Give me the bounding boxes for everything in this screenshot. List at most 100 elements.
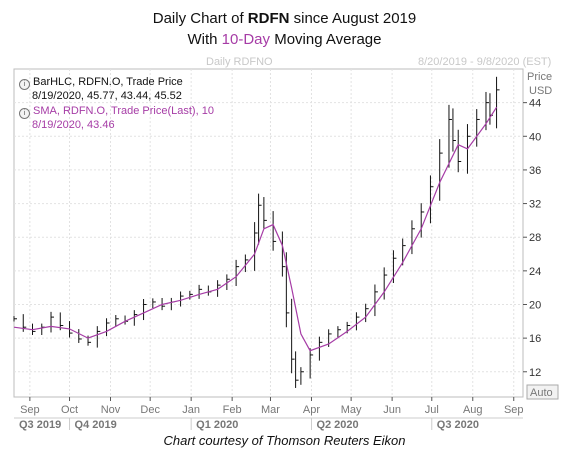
x-month-label: Feb [223,404,242,416]
info-icon: i [19,79,30,90]
price-bar [263,197,267,229]
price-bar [87,335,92,346]
price-bars [13,76,500,388]
y-tick-label: 40 [529,131,541,143]
x-quarter-label: Q2 2020 [316,419,358,431]
x-month-label: Mar [261,404,280,416]
chart-header-left: Daily RDFNO [206,56,273,68]
x-month-label: Jun [383,404,401,416]
x-month-label: Dec [140,404,160,416]
price-bar [41,323,45,335]
price-bar [318,336,323,361]
auto-scale-label: Auto [530,387,553,399]
price-bar [152,298,156,309]
chart-header-right: 8/20/2019 - 9/8/2020 (EST) [418,56,552,68]
x-month-label: Sep [20,404,40,416]
price-bar [133,310,138,326]
price-bar [106,318,110,337]
price-bar [355,312,360,331]
price-bar [226,274,230,291]
price-bar [452,108,456,152]
x-quarter-label: Q3 2020 [437,419,479,431]
chart-title-line2: With 10-Day Moving Average [187,31,382,48]
y-axis-unit: USD [529,85,552,97]
price-bar [189,290,193,300]
price-bar [337,326,341,338]
y-tick-label: 20 [529,299,541,311]
price-bar [309,348,314,379]
x-quarter-label: Q4 2019 [75,419,117,431]
sma-line [13,106,498,352]
x-axis: Sep Oct Nov Dec Jan Feb Mar Apr May Jun Jul Aug Sep Q… [14,397,524,431]
price-bar [300,367,304,385]
legend-bar-label: BarHLC, RDFN.O, Trade Price [33,76,183,88]
y-tick-label: 16 [529,333,541,345]
price-bar [143,299,147,321]
price-bar [235,259,240,287]
x-month-label: Jan [182,404,200,416]
info-icon: i [19,108,30,119]
price-bar [439,139,443,201]
x-month-label: Aug [463,404,483,416]
x-quarter-label: Q3 2019 [19,419,61,431]
legend-sma-label: SMA, RDFN.O, Trade Price(Last), 10 [33,105,214,117]
price-bar [420,203,425,238]
y-axis: 12 16 20 24 28 32 36 40 44 Price USD Auto [523,71,559,400]
price-bar [96,326,101,348]
chart-title-ticker: RDFN [247,10,290,27]
x-month-label: May [341,404,362,416]
auto-scale-button [526,384,559,400]
legend-bar-values: 8/19/2020, 45.77, 43.44, 45.52 [32,90,182,102]
legend-bar: i BarHLC, RDFN.O, Trade Price 8/19/2020, … [19,76,183,103]
price-bar [489,93,493,125]
chart-credit: Chart courtesy of Thomson Reuters Eikon [163,433,406,448]
price-bar [365,303,369,323]
price-bar [392,250,397,284]
y-tick-label: 28 [529,232,541,244]
price-bar [254,222,258,271]
y-axis-label: Price [527,71,552,83]
y-tick-label: 12 [529,367,541,379]
price-bar [217,280,221,297]
y-tick-label: 36 [529,165,541,177]
price-bar [244,254,249,273]
legend-sma-values: 8/19/2020, 43.46 [32,119,115,131]
price-bar [170,297,175,311]
price-bar [78,329,82,343]
price-bar [411,220,415,255]
x-month-label: Sep [504,404,524,416]
price-bar [291,298,295,374]
price-bar [476,109,480,147]
price-bar [198,284,203,299]
price-bar [383,267,388,300]
price-bar [429,175,434,224]
x-month-label: Jul [425,404,439,416]
price-bar [115,315,119,327]
price-bar [50,311,55,333]
legend-sma: i SMA, RDFN.O, Trade Price(Last), 10 8/19… [19,105,214,132]
y-tick-label: 44 [529,98,541,110]
price-bar [448,104,452,168]
y-tick-label: 32 [529,199,541,211]
price-bar [281,231,286,277]
price-bar [457,129,462,173]
price-bar [258,193,262,245]
x-quarter-label: Q1 2020 [196,419,238,431]
x-month-label: Nov [101,404,121,416]
chart-title-line1: Daily Chart of RDFN since August 2019 [152,10,417,27]
chart-grid [13,68,524,398]
x-month-label: Apr [303,404,320,416]
price-bar [272,211,277,251]
plot-frame [13,68,524,398]
x-month-label: Oct [61,404,78,416]
price-bar [485,91,489,131]
price-bar [180,291,184,307]
price-bar [13,316,17,322]
y-tick-label: 24 [529,266,541,278]
price-bar [402,238,406,266]
chart-title-highlight: 10-Day [221,31,271,48]
price-bar [295,351,299,388]
price-bar [374,284,378,317]
price-bar [496,76,500,129]
